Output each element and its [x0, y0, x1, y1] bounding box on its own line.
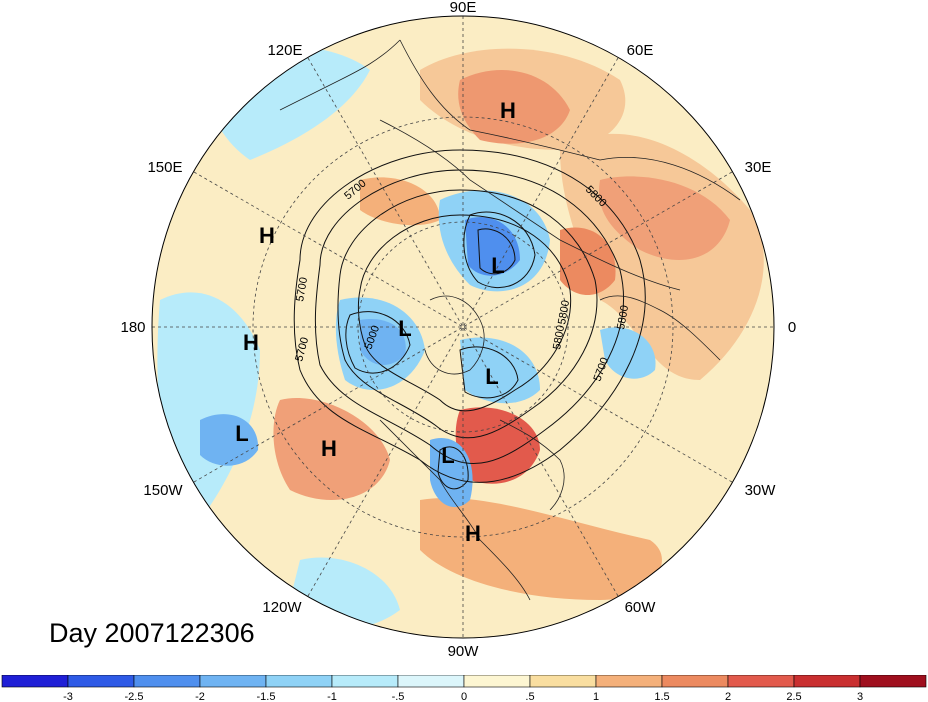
colorbar-swatch [331, 675, 399, 688]
colorbar-swatch [595, 675, 663, 688]
colorbar-tick-label: -1.5 [257, 691, 276, 702]
colorbar-swatch [67, 675, 135, 688]
colorbar: -3 -2.5 -2 -1.5 -1 -.5 0 .5 1 1.5 2 2.5 3 [1, 675, 927, 702]
colorbar-tick-label: 1.5 [654, 691, 669, 702]
anomaly-shading [152, 16, 774, 638]
contour-label: 5800 [556, 299, 572, 325]
pressure-center-label: H [321, 436, 337, 461]
contour-label: 5800 [551, 324, 567, 350]
colorbar-tick-label: 0 [461, 691, 467, 702]
pressure-center-label: L [398, 316, 411, 341]
colorbar-tick-label: 3 [857, 691, 863, 702]
contour-label: 5700 [294, 276, 310, 302]
colorbar-tick-label: -1 [327, 691, 337, 702]
lon-label-0: 0 [788, 319, 796, 336]
colorbar-swatch [529, 675, 597, 688]
day-title: Day 2007122306 [49, 618, 255, 648]
lon-label-120w: 120W [262, 599, 302, 616]
colorbar-tick-label: 2 [725, 691, 731, 702]
contour-label: 5800 [615, 304, 631, 330]
lon-label-90w: 90W [448, 643, 480, 660]
colorbar-swatch [1, 675, 69, 688]
colorbar-swatch [859, 675, 927, 688]
lon-label-60e: 60E [627, 42, 654, 59]
colorbar-swatch [661, 675, 729, 688]
colorbar-swatch [199, 675, 267, 688]
colorbar-swatch [793, 675, 861, 688]
lon-label-150e: 150E [147, 159, 182, 176]
coastlines [279, 39, 741, 601]
colorbar-swatch [265, 675, 333, 688]
lon-label-90e: 90E [450, 0, 477, 16]
lon-label-30w: 30W [745, 482, 777, 499]
lon-label-180: 180 [120, 319, 145, 336]
map-boundary [151, 15, 775, 639]
pressure-center-label: H [465, 521, 481, 546]
colorbar-swatch [133, 675, 201, 688]
colorbar-tick-label: -2 [195, 691, 205, 702]
lon-label-60w: 60W [625, 599, 657, 616]
graticule [152, 16, 774, 638]
colorbar-tick-label: 1 [593, 691, 599, 702]
lon-label-150w: 150W [143, 482, 183, 499]
colorbar-tick-label: .5 [525, 691, 534, 702]
pressure-center-label: L [441, 443, 454, 468]
pressure-center-label: H [259, 223, 275, 248]
colorbar-swatch [397, 675, 465, 688]
pressure-center-label: L [235, 421, 248, 446]
pressure-center-label: L [485, 364, 498, 389]
lon-label-120e: 120E [267, 42, 302, 59]
pressure-center-label: H [500, 98, 516, 123]
pressure-center-label: L [491, 253, 504, 278]
pressure-center-label: H [243, 330, 259, 355]
lon-label-30e: 30E [745, 159, 772, 176]
colorbar-tick-label: -.5 [392, 691, 405, 702]
colorbar-swatch [727, 675, 795, 688]
colorbar-tick-label: -3 [63, 691, 73, 702]
colorbar-tick-label: 2.5 [786, 691, 801, 702]
colorbar-tick-label: -2.5 [125, 691, 144, 702]
colorbar-swatch [463, 675, 531, 688]
